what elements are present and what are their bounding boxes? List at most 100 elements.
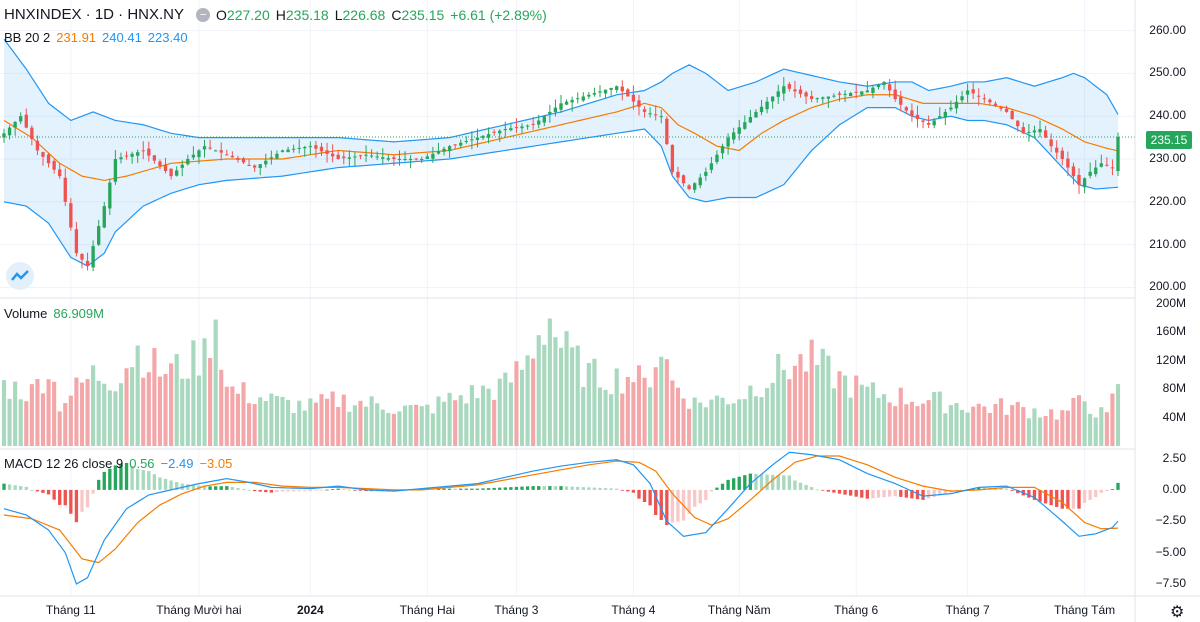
candle-body bbox=[397, 159, 402, 160]
volume-bar bbox=[915, 406, 920, 446]
volume-bar bbox=[631, 382, 636, 446]
candle-body bbox=[809, 96, 814, 100]
candle-body bbox=[904, 107, 909, 111]
macd-histogram-bar bbox=[498, 487, 502, 490]
candle-body bbox=[743, 122, 747, 129]
symbol-title[interactable]: HNXINDEX · 1D · HNX.NY bbox=[4, 6, 185, 23]
macd-histogram-bar bbox=[286, 489, 290, 492]
volume-bar bbox=[1010, 405, 1015, 446]
candle-body bbox=[403, 159, 407, 160]
candle-body bbox=[420, 159, 424, 160]
candle-body bbox=[41, 152, 45, 157]
macd-histogram-bar bbox=[603, 488, 608, 490]
volume-bar bbox=[91, 365, 96, 446]
volume-bar bbox=[781, 369, 786, 446]
candle-body bbox=[169, 168, 173, 177]
macd-histogram-bar bbox=[130, 466, 134, 490]
candle-body bbox=[175, 170, 179, 176]
volume-bar bbox=[547, 318, 552, 446]
legend-volume[interactable]: Volume 86.909M bbox=[4, 306, 110, 321]
macd-signal-line bbox=[3, 455, 1119, 564]
volume-bar bbox=[1032, 408, 1037, 446]
macd-histogram-bar bbox=[943, 489, 947, 494]
volume-bar bbox=[324, 398, 330, 446]
volume-bar bbox=[642, 377, 647, 446]
candle-body bbox=[91, 246, 95, 268]
candle-body bbox=[447, 146, 452, 152]
volume-bar bbox=[726, 404, 731, 446]
tradingview-logo-icon[interactable] bbox=[6, 262, 34, 290]
legend-bb[interactable]: BB 20 2 231.91 240.41 223.40 bbox=[4, 30, 194, 45]
time-axis-label: Tháng 11 bbox=[45, 603, 96, 617]
candle-body bbox=[492, 131, 496, 133]
candle-body bbox=[832, 95, 836, 97]
candle-body bbox=[804, 92, 808, 97]
candle-body bbox=[381, 157, 385, 159]
volume-bar bbox=[920, 403, 926, 446]
candle-body bbox=[280, 150, 285, 152]
candle-body bbox=[648, 113, 652, 115]
volume-bar bbox=[330, 391, 335, 446]
legend-macd[interactable]: MACD 12 26 close 9 0.56 −2.49 −3.05 bbox=[4, 456, 238, 471]
candle-body bbox=[1049, 139, 1053, 147]
volume-bar bbox=[492, 399, 497, 446]
macd-histogram-bar bbox=[202, 486, 207, 490]
candle-body bbox=[464, 141, 468, 143]
volume-bar bbox=[692, 397, 697, 446]
settings-gear-icon[interactable]: ⚙ bbox=[1170, 604, 1185, 621]
macd-histogram-bar bbox=[821, 489, 825, 491]
candle-body bbox=[977, 95, 981, 97]
volume-bar bbox=[753, 396, 759, 446]
macd-histogram-bar bbox=[80, 489, 84, 512]
volume-bar bbox=[102, 383, 107, 446]
volume-bar bbox=[57, 411, 62, 446]
visibility-eye-icon[interactable]: − bbox=[196, 7, 211, 22]
volume-bar bbox=[458, 395, 463, 446]
price-axis-tick: 250.00 bbox=[1149, 65, 1186, 80]
candle-body bbox=[453, 144, 457, 146]
volume-bar bbox=[208, 358, 213, 446]
macd-histogram-bar bbox=[442, 488, 446, 490]
volume-bar bbox=[792, 365, 798, 446]
candle-body bbox=[1027, 131, 1031, 133]
volume-axis-tick: 120M bbox=[1155, 352, 1186, 367]
macd-histogram-bar bbox=[871, 489, 875, 499]
volume-bar bbox=[804, 371, 809, 446]
candle-body bbox=[915, 114, 920, 120]
macd-line-value: −2.49 bbox=[160, 456, 194, 471]
candle-body bbox=[793, 89, 797, 92]
candle-body bbox=[537, 120, 541, 125]
volume-bar bbox=[124, 368, 129, 446]
macd-histogram-bar bbox=[392, 489, 396, 492]
volume-bar bbox=[976, 403, 981, 446]
macd-histogram-bar bbox=[1088, 489, 1092, 500]
macd-histogram-bar bbox=[1038, 489, 1042, 502]
macd-histogram-bar bbox=[1043, 489, 1048, 504]
macd-histogram-bar bbox=[91, 489, 95, 494]
price-axis-tick: 240.00 bbox=[1149, 108, 1186, 123]
volume-bar bbox=[196, 375, 202, 446]
volume-bar bbox=[430, 413, 435, 446]
candle-body bbox=[425, 156, 429, 159]
volume-bar bbox=[870, 382, 875, 446]
volume-bar bbox=[904, 404, 909, 446]
volume-bar bbox=[720, 397, 725, 446]
volume-bar bbox=[341, 394, 346, 446]
volume-bar bbox=[63, 403, 68, 446]
macd-histogram-bar bbox=[158, 477, 162, 490]
volume-bar bbox=[581, 387, 586, 446]
volume-bar bbox=[52, 381, 57, 446]
volume-bar bbox=[247, 403, 252, 446]
volume-bar bbox=[542, 344, 547, 446]
volume-bar bbox=[1104, 412, 1109, 446]
volume-bar bbox=[464, 403, 469, 446]
volume-bar bbox=[380, 409, 385, 446]
macd-histogram-bar bbox=[492, 487, 496, 490]
macd-histogram-bar bbox=[670, 489, 675, 523]
macd-histogram-bar bbox=[325, 489, 329, 491]
bb-upper-value: 240.41 bbox=[102, 30, 142, 45]
volume-bar bbox=[859, 384, 864, 446]
macd-histogram-bar bbox=[447, 488, 452, 490]
volume-bar bbox=[508, 382, 513, 446]
